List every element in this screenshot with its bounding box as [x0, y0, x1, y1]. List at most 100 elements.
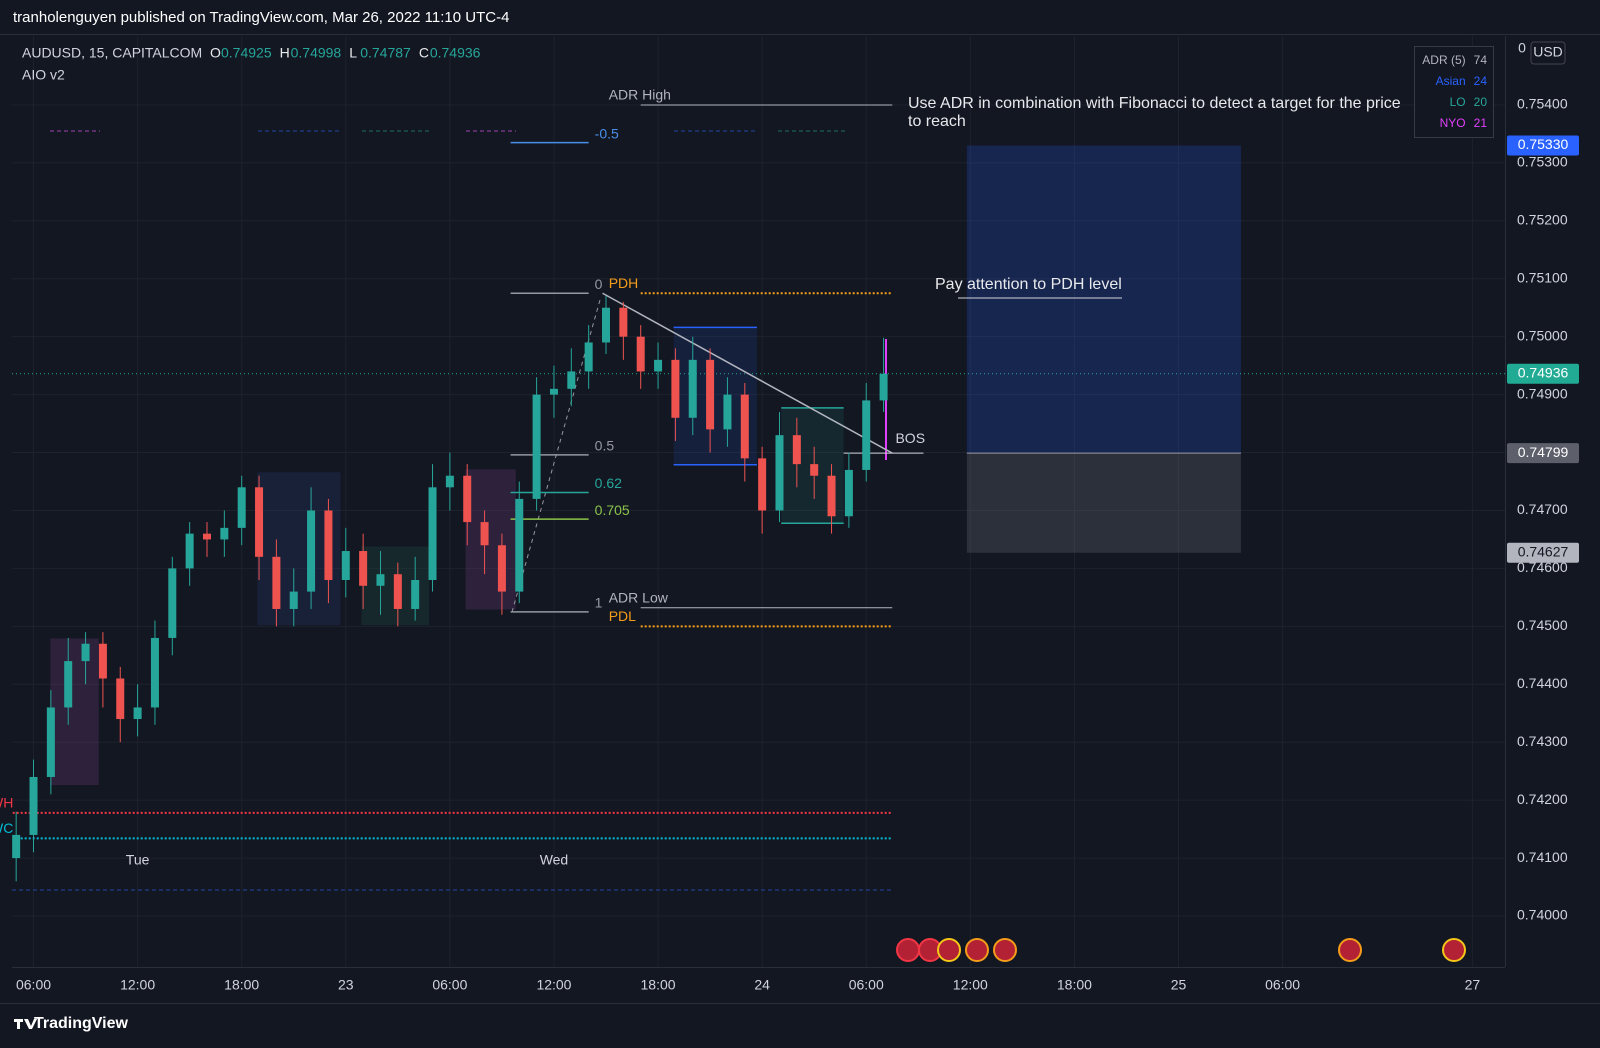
x-tick-label: 12:00	[953, 977, 988, 993]
candle-body	[46, 707, 55, 777]
price-axis-divider	[1505, 36, 1506, 967]
candle-body	[480, 522, 489, 546]
session-box	[465, 469, 516, 610]
foreground-layer: O 0.74925 H 0.74998 L 0.74787 C 0.749360.754000…	[0, 45, 1579, 993]
y-tick-label: 0.75300	[1517, 154, 1568, 170]
candle-body	[688, 359, 697, 418]
fib-trend-line	[511, 299, 601, 613]
x-tick-label: 06:00	[1265, 977, 1300, 993]
candle-body	[116, 678, 125, 720]
candle-body	[81, 643, 90, 662]
candle-body	[237, 487, 246, 528]
candle-body	[202, 533, 211, 540]
header-divider	[0, 34, 1600, 35]
trend-line	[602, 292, 893, 454]
entry-tag-bg	[1507, 443, 1579, 464]
event-flag	[1442, 938, 1466, 962]
stop-tag: 0.74627	[1518, 543, 1569, 559]
legend-value: 74	[1473, 53, 1487, 67]
legend-value: 21	[1473, 116, 1487, 130]
event-flags	[896, 938, 1466, 962]
logo-icon	[14, 1019, 37, 1029]
annotation: Pay attention to PDH level	[935, 276, 1122, 293]
indicator-legend: ADR (5) 74 Asian 24 LO 20 NYO 21	[1414, 46, 1494, 138]
y-tick-label: 0.74100	[1517, 849, 1568, 865]
y-tick-label: 0.75000	[1517, 327, 1568, 343]
candle-body	[706, 359, 715, 430]
legend-name: Asian	[1435, 74, 1466, 88]
candle-body	[168, 568, 177, 638]
x-tick-label: 23	[338, 977, 354, 993]
candle-body	[654, 359, 663, 372]
candle-body	[532, 394, 541, 499]
legend-value: 24	[1473, 74, 1487, 88]
y-tick-label: 0.74300	[1517, 733, 1568, 749]
candle-body	[411, 580, 420, 609]
candle-body	[636, 336, 645, 372]
y-tick-label: 0.75400	[1517, 96, 1568, 112]
candle-body	[619, 307, 628, 337]
x-tick-label: 06:00	[432, 977, 467, 993]
candle-body	[567, 371, 576, 389]
level-label: ADR Low	[609, 590, 669, 606]
candle-body	[740, 394, 749, 459]
candle-body	[133, 707, 142, 720]
x-tick-label: 18:00	[641, 977, 676, 993]
scale-corner: 0	[1518, 40, 1526, 56]
target-zone	[966, 145, 1241, 454]
fib-label: -0.5	[595, 125, 619, 141]
y-tick-label: 0.74500	[1517, 617, 1568, 633]
ohlc-value: 0.74936	[430, 45, 481, 61]
bos-label: BOS	[895, 430, 925, 446]
footer-brand: TradingView	[34, 1015, 128, 1032]
annotation: Use ADR in combination with Fibonacci to…	[908, 95, 1401, 130]
candle-body	[272, 556, 281, 609]
ohlc-key: O	[210, 45, 221, 61]
stop-zone	[966, 453, 1241, 553]
candle-body	[428, 487, 437, 581]
target-tag-bg	[1507, 135, 1579, 156]
candle-body	[341, 551, 350, 581]
candle-body	[185, 533, 194, 569]
candle-body	[220, 527, 229, 540]
currency-label[interactable]: USD	[1533, 44, 1563, 60]
ohlc-key: H	[280, 45, 290, 61]
x-tick-label: 27	[1465, 977, 1481, 993]
legend-row: Asian 24	[1415, 71, 1493, 92]
candle-body	[671, 359, 680, 418]
stop-tag-bg	[1507, 542, 1579, 563]
ohlc-value: 0.74925	[221, 45, 272, 61]
candle-body	[359, 551, 368, 586]
legend-row: ADR (5) 74	[1415, 50, 1493, 71]
candle-body	[307, 510, 316, 592]
legend-name: NYO	[1439, 116, 1466, 130]
currency-button[interactable]	[1530, 41, 1566, 65]
x-tick-label: 12:00	[120, 977, 155, 993]
entry-tag: 0.74799	[1518, 444, 1569, 460]
ohlc-value: 0.74998	[291, 45, 342, 61]
legend-name: LO	[1449, 95, 1466, 109]
legend-row: NYO 21	[1415, 113, 1493, 134]
x-tick-label: 18:00	[224, 977, 259, 993]
last-price-tag-bg	[1507, 363, 1579, 384]
level-label: ADR High	[609, 87, 671, 103]
candle-body	[549, 388, 558, 395]
level-label: PDH	[609, 275, 639, 291]
candle-body	[463, 475, 472, 523]
y-tick-label: 0.74400	[1517, 675, 1568, 691]
y-tick-label: 0.75200	[1517, 212, 1568, 228]
event-flag	[965, 938, 989, 962]
ohlc-key: C	[419, 45, 429, 61]
day-label: Tue	[126, 852, 150, 868]
indicator-name: AIO v2	[22, 67, 65, 83]
event-flag	[993, 938, 1017, 962]
candle-body	[758, 458, 767, 511]
level-label: PDL	[609, 608, 636, 624]
candle-body	[827, 475, 836, 517]
fib-label: 0.5	[595, 438, 615, 454]
candle-body	[445, 475, 454, 488]
candle-body	[844, 469, 853, 517]
footer-divider	[0, 1003, 1600, 1004]
x-tick-label: 24	[754, 977, 770, 993]
